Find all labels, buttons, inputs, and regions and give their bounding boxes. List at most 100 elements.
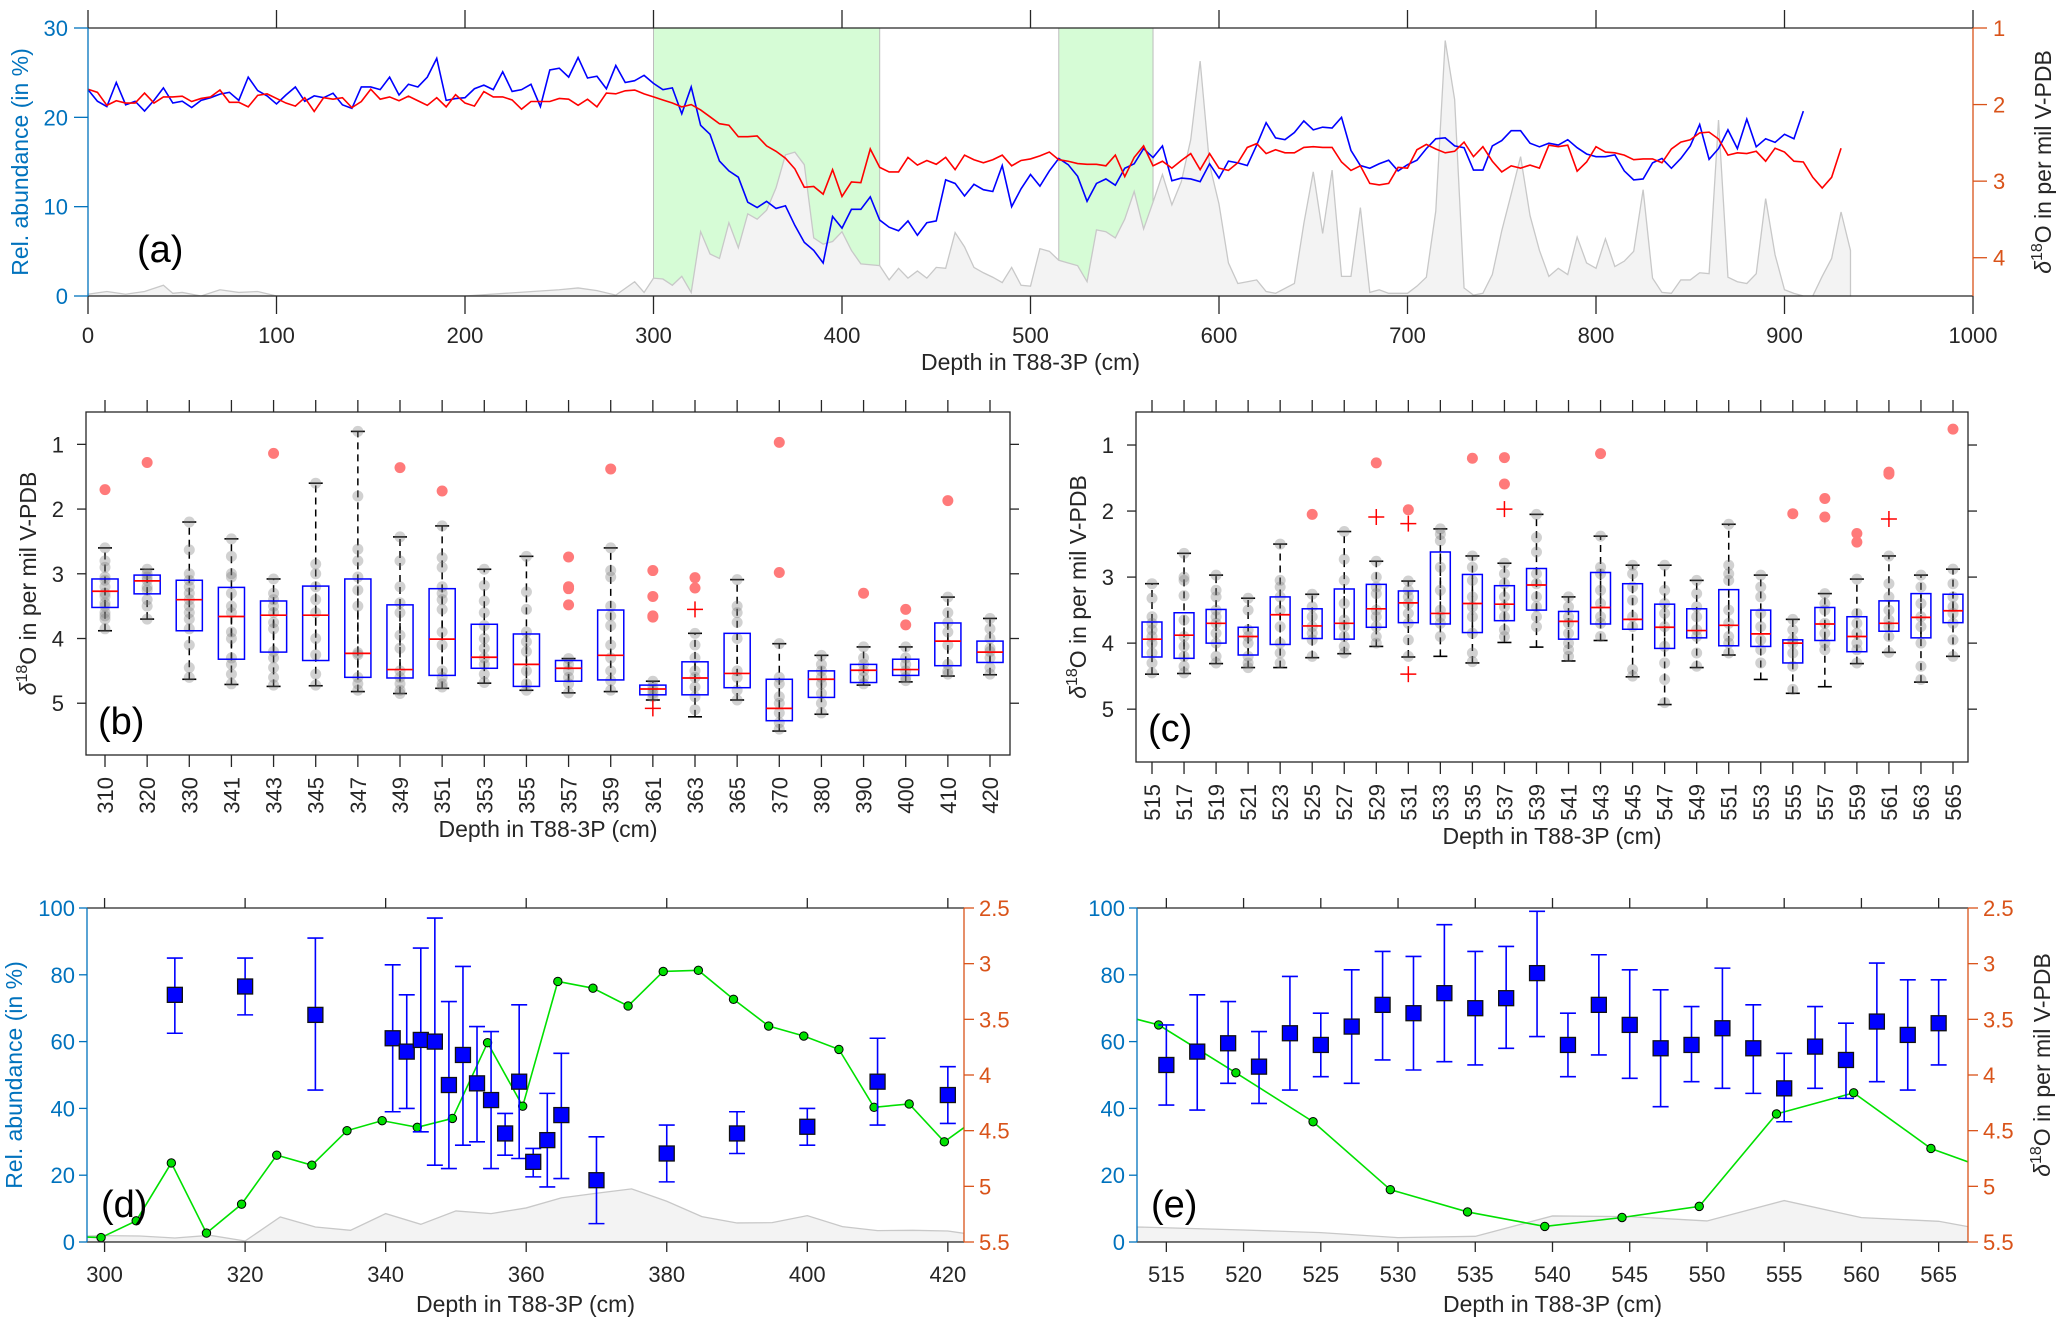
iqr-box	[1750, 609, 1772, 648]
x-tick-label: 551	[1717, 784, 1742, 821]
abundance-point-310	[166, 957, 183, 1035]
data-point	[520, 586, 532, 598]
data-point	[394, 688, 406, 700]
background-area	[87, 1188, 964, 1242]
data-point	[1370, 604, 1382, 616]
data-point	[1883, 604, 1895, 616]
x-tick-label-group: 363	[683, 777, 708, 814]
x-tick-label-group: 557	[1813, 784, 1838, 821]
box-523	[1269, 538, 1291, 669]
data-point	[773, 697, 785, 709]
abundance-point-361	[525, 1147, 542, 1178]
data-point	[1178, 547, 1190, 559]
d18o-point	[693, 965, 704, 976]
y-tick-label: 3	[52, 562, 64, 587]
data-point	[1306, 601, 1318, 613]
x-tick-label: 340	[367, 1262, 404, 1287]
data-point	[394, 629, 406, 641]
plot-area	[1137, 910, 1968, 1242]
data-point	[183, 671, 195, 683]
outlier-dot	[647, 565, 659, 577]
data-point	[773, 638, 785, 650]
iqr-box	[1365, 583, 1387, 629]
data-point	[183, 623, 195, 635]
d18o-line	[87, 88, 1842, 199]
data-point	[858, 678, 870, 690]
data-point	[141, 600, 153, 612]
data-point	[436, 639, 448, 651]
abundance-point-363	[539, 1092, 556, 1188]
data-point	[942, 626, 954, 638]
data-point	[984, 662, 996, 674]
d18o-line	[1137, 1018, 1968, 1228]
iqr-box	[596, 609, 625, 681]
panel-label: (d)	[101, 1184, 147, 1226]
d18o-point	[763, 1021, 774, 1031]
data-point	[1466, 647, 1478, 659]
d18o-point	[588, 983, 598, 993]
data-point	[1915, 598, 1927, 610]
x-tick-label: 539	[1524, 784, 1549, 821]
data-point	[1274, 581, 1286, 593]
y-axis-title-text: δ18O in per mil V-PDB	[1064, 475, 1091, 699]
data-point	[1242, 637, 1254, 649]
x-tick-label: 359	[599, 777, 624, 814]
x-tick-label-group: 351	[430, 777, 455, 814]
data-point	[1210, 584, 1222, 596]
data-point	[520, 626, 532, 638]
data-point	[1530, 531, 1542, 543]
delta-symbol: δ	[2030, 261, 2056, 274]
superscript-18: 18	[14, 665, 31, 683]
x-tick-label-group: 347	[346, 777, 371, 814]
data-point	[689, 681, 701, 693]
data-point	[225, 626, 237, 638]
data-point	[1755, 657, 1767, 669]
data-point	[436, 626, 448, 638]
abundance-marker	[307, 1006, 324, 1024]
data-point	[605, 542, 617, 554]
x-tick-label-group: 555	[1781, 784, 1806, 821]
x-tick-label: 357	[557, 777, 582, 814]
outlier-dot	[900, 619, 912, 631]
data-point	[605, 571, 617, 583]
x-tick-label: 200	[447, 323, 484, 348]
abundance-marker	[1436, 985, 1453, 1002]
abundance-marker	[468, 1075, 486, 1092]
x-tick-label: 351	[430, 777, 455, 814]
data-point	[731, 684, 743, 696]
panel-c: 515 517 519 521 523 525 527 529 531 533 535 537 539 5…	[1064, 400, 1977, 849]
data-point	[815, 688, 827, 700]
data-point	[1274, 604, 1286, 616]
data-point	[141, 571, 153, 583]
x-tick-label: 360	[508, 1262, 545, 1287]
x-tick-label: 320	[227, 1262, 264, 1287]
data-point	[310, 679, 322, 691]
data-point	[310, 594, 322, 606]
data-point	[1146, 647, 1158, 659]
box-543	[1589, 448, 1612, 643]
outlier-dot	[689, 582, 701, 594]
outlier-dot	[1851, 536, 1863, 548]
data-point	[1434, 584, 1446, 596]
data-point	[1146, 592, 1158, 604]
x-tick-label-group: 563	[1909, 784, 1934, 821]
abundance-marker	[539, 1131, 556, 1149]
data-point	[1723, 518, 1735, 530]
data-point	[1274, 538, 1286, 550]
outlier-dot	[436, 485, 448, 497]
data-point	[605, 665, 617, 677]
y-tick-label: 4	[1102, 631, 1114, 656]
outlier-dot	[563, 551, 575, 563]
plot-frame	[1135, 411, 1969, 763]
data-point	[605, 565, 617, 577]
data-point	[858, 671, 870, 683]
data-point	[1563, 650, 1575, 662]
data-point	[1338, 631, 1350, 643]
data-point	[225, 568, 237, 580]
y-tick-label: 5	[1102, 697, 1114, 722]
data-point	[731, 633, 743, 645]
d18o-point	[342, 1125, 352, 1136]
abundance-point-549	[1683, 1005, 1700, 1083]
x-tick-label: 300	[86, 1262, 123, 1287]
abundance-marker	[1250, 1058, 1268, 1075]
